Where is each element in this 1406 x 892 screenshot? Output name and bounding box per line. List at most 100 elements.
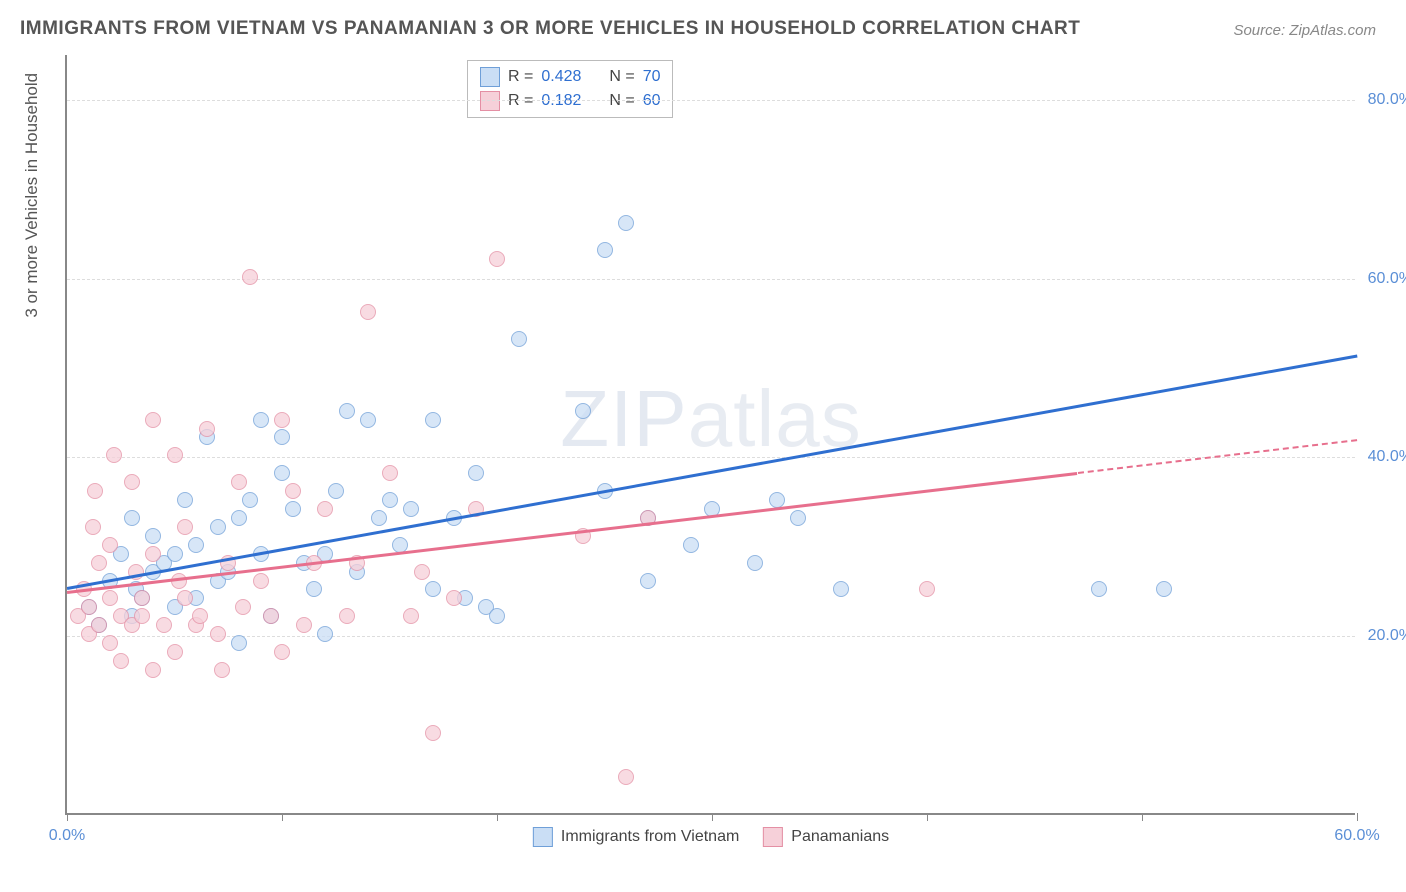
grid-line — [67, 100, 1355, 101]
x-tick-label: 0.0% — [49, 827, 85, 845]
data-point — [360, 304, 376, 320]
data-point — [382, 465, 398, 481]
data-point — [274, 429, 290, 445]
y-tick-label: 80.0% — [1368, 91, 1406, 109]
data-point — [403, 608, 419, 624]
data-point — [790, 510, 806, 526]
data-point — [371, 510, 387, 526]
data-point — [113, 653, 129, 669]
trend-line — [67, 355, 1357, 590]
chart-title: IMMIGRANTS FROM VIETNAM VS PANAMANIAN 3 … — [20, 18, 1080, 40]
data-point — [145, 528, 161, 544]
data-point — [414, 564, 430, 580]
scatter-plot: ZIPatlas R =0.428N =70R =0.182N =60 Immi… — [65, 55, 1355, 815]
grid-line — [67, 457, 1355, 458]
data-point — [511, 331, 527, 347]
data-point — [683, 537, 699, 553]
legend-n-value: 70 — [643, 68, 661, 86]
x-tick — [67, 813, 68, 821]
data-point — [102, 590, 118, 606]
data-point — [1091, 581, 1107, 597]
data-point — [177, 492, 193, 508]
legend-label: Panamanians — [791, 828, 889, 846]
data-point — [124, 474, 140, 490]
correlation-legend: R = 0.428 N = 70 R = 0.182 N = 60 — [467, 60, 673, 118]
data-point — [192, 608, 208, 624]
data-point — [339, 403, 355, 419]
data-point — [156, 617, 172, 633]
data-point — [1156, 581, 1172, 597]
data-point — [403, 501, 419, 517]
data-point — [210, 626, 226, 642]
data-point — [85, 519, 101, 535]
legend-r-label: R = — [508, 92, 533, 110]
source-label: Source: ZipAtlas.com — [1233, 22, 1376, 39]
x-tick — [712, 813, 713, 821]
data-point — [425, 412, 441, 428]
legend-r-label: R = — [508, 68, 533, 86]
y-tick-label: 20.0% — [1368, 627, 1406, 645]
data-point — [91, 617, 107, 633]
data-point — [231, 510, 247, 526]
legend-swatch — [763, 827, 783, 847]
legend-n-value: 60 — [643, 92, 661, 110]
legend-n-label: N = — [609, 92, 634, 110]
data-point — [618, 769, 634, 785]
data-point — [167, 644, 183, 660]
legend-row: R =0.428N =70 — [480, 65, 660, 89]
data-point — [87, 483, 103, 499]
grid-line — [67, 636, 1355, 637]
data-point — [231, 474, 247, 490]
legend-label: Immigrants from Vietnam — [561, 828, 739, 846]
data-point — [106, 447, 122, 463]
x-tick — [1142, 813, 1143, 821]
data-point — [253, 412, 269, 428]
data-point — [468, 465, 484, 481]
data-point — [575, 403, 591, 419]
data-point — [274, 412, 290, 428]
data-point — [306, 581, 322, 597]
x-tick — [282, 813, 283, 821]
data-point — [242, 492, 258, 508]
data-point — [235, 599, 251, 615]
data-point — [489, 608, 505, 624]
data-point — [210, 519, 226, 535]
data-point — [618, 215, 634, 231]
data-point — [81, 599, 97, 615]
data-point — [274, 465, 290, 481]
legend-row: R = 0.182 N = 60 — [480, 89, 660, 113]
data-point — [425, 725, 441, 741]
data-point — [145, 412, 161, 428]
y-tick-label: 40.0% — [1368, 448, 1406, 466]
legend-r-value: 0.428 — [541, 68, 591, 86]
x-tick-label: 60.0% — [1334, 827, 1379, 845]
data-point — [317, 626, 333, 642]
data-point — [231, 635, 247, 651]
data-point — [188, 537, 204, 553]
data-point — [177, 519, 193, 535]
x-tick — [1357, 813, 1358, 821]
data-point — [328, 483, 344, 499]
data-point — [747, 555, 763, 571]
data-point — [640, 573, 656, 589]
data-point — [425, 581, 441, 597]
data-point — [833, 581, 849, 597]
series-legend: Immigrants from Vietnam Panamanians — [533, 827, 889, 847]
data-point — [145, 546, 161, 562]
data-point — [446, 590, 462, 606]
data-point — [214, 662, 230, 678]
data-point — [317, 501, 333, 517]
data-point — [134, 608, 150, 624]
legend-swatch — [480, 91, 500, 111]
data-point — [242, 269, 258, 285]
data-point — [102, 635, 118, 651]
data-point — [597, 242, 613, 258]
legend-r-value: 0.182 — [541, 92, 591, 110]
data-point — [167, 447, 183, 463]
legend-item: Panamanians — [763, 827, 889, 847]
x-tick — [497, 813, 498, 821]
data-point — [285, 501, 301, 517]
data-point — [145, 662, 161, 678]
data-point — [263, 608, 279, 624]
data-point — [167, 546, 183, 562]
